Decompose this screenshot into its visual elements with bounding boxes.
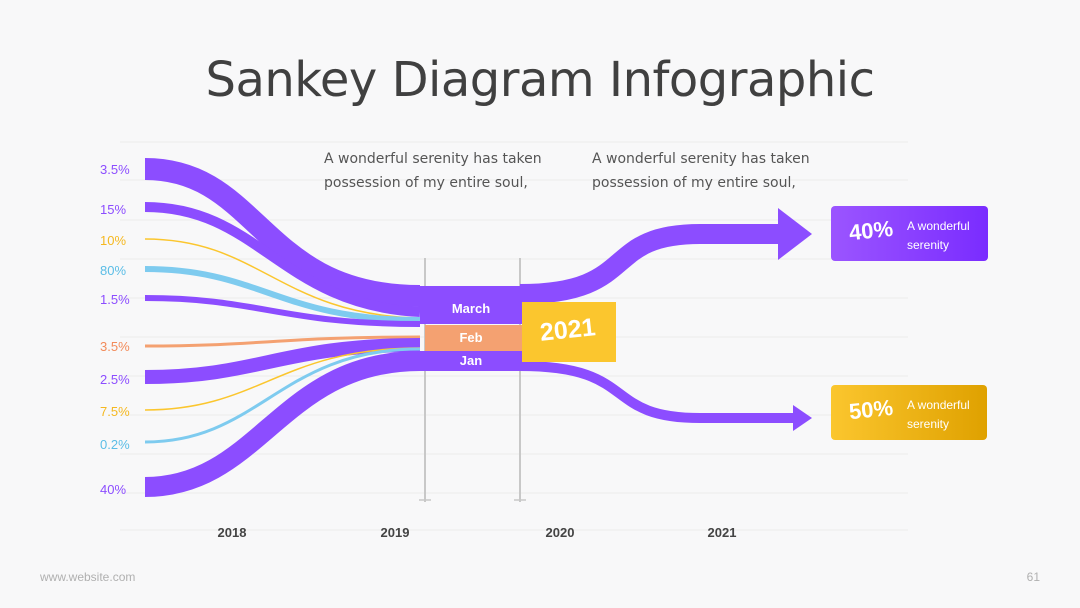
description-2: A wonderful serenity has taken possessio…: [592, 151, 810, 191]
bar-march: [420, 286, 522, 324]
x-label-2018: 2018: [217, 525, 247, 540]
left-label: 80%: [100, 263, 127, 278]
flow-1-5pct: [144, 295, 421, 327]
flow-2-5pct: [144, 338, 421, 384]
page-number: 61: [1026, 570, 1040, 584]
left-label: 0.2%: [100, 437, 130, 452]
footer-website[interactable]: www.website.com: [40, 570, 136, 584]
flow-3-5pct-orange: [144, 335, 421, 348]
card-50pct-text: A wonderful serenity: [907, 398, 970, 431]
card-50pct: 50% A wonderful serenity: [831, 385, 987, 440]
slide-title: Sankey Diagram Infographic: [205, 52, 875, 108]
x-label-2020: 2020: [545, 525, 575, 540]
card-40pct-value: 40%: [847, 215, 895, 246]
card-40pct: 40% A wonderful serenity: [831, 206, 988, 261]
left-label: 2.5%: [100, 372, 130, 387]
month-march: March: [451, 301, 491, 316]
x-label-2021: 2021: [707, 525, 737, 540]
flow-80pct: [144, 266, 421, 323]
bar-jan: [420, 351, 522, 371]
year-badge-text: 2021: [538, 313, 597, 347]
flow-15pct: [144, 202, 421, 317]
card-40pct-text: A wonderful serenity: [907, 219, 970, 252]
year-badge: 2021: [522, 302, 616, 362]
month-jan: Jan: [459, 353, 483, 368]
flow-10pct: [144, 238, 421, 319]
left-label: 10%: [100, 233, 127, 248]
flow-7-5pct: [144, 347, 421, 411]
flow-0-2pct: [144, 347, 421, 444]
x-label-2019: 2019: [380, 525, 410, 540]
left-label: 1.5%: [100, 292, 130, 307]
description-1: A wonderful serenity has taken possessio…: [324, 151, 542, 191]
flow-lower-out: [519, 361, 795, 423]
arrow-lower: [793, 405, 812, 431]
flow-upper-out: [519, 224, 780, 304]
bar-feb: [425, 325, 522, 351]
left-label: 15%: [100, 202, 127, 217]
card-50pct-value: 50%: [847, 394, 895, 425]
month-feb: Feb: [459, 330, 483, 345]
arrow-upper: [778, 208, 812, 260]
flow-3-5pct: [144, 158, 421, 307]
left-label: 7.5%: [100, 404, 130, 419]
left-label: 40%: [100, 482, 127, 497]
flow-40pct: [144, 351, 421, 497]
left-label: 3.5%: [100, 162, 130, 177]
left-label: 3.5%: [100, 339, 130, 354]
